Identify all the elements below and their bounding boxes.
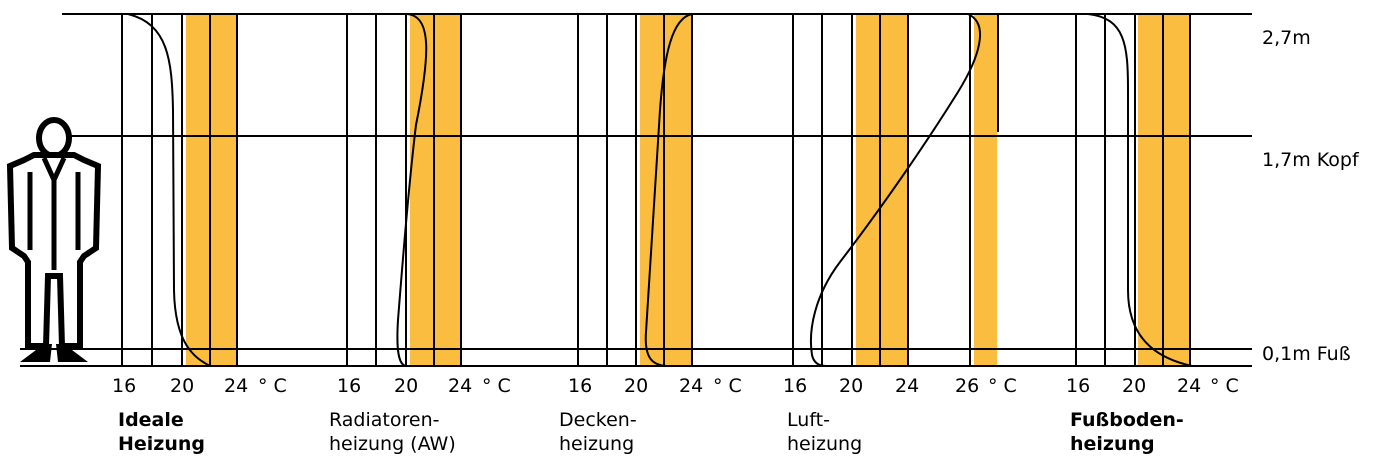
tick-label: 16	[1066, 375, 1090, 397]
comfort-band-ideal	[186, 14, 237, 366]
comfort-band-radiator	[410, 14, 461, 366]
unit-label: ° C	[1210, 375, 1239, 397]
caption-line: Ideale	[118, 409, 184, 431]
caption-line: Heizung	[118, 433, 206, 455]
tick-label: 24	[1177, 375, 1201, 397]
tick-label: 20	[394, 375, 418, 397]
height-label-head: 1,7m Kopf	[1262, 149, 1360, 171]
temperature-curves	[127, 13, 1193, 367]
tick-label: 16	[337, 375, 361, 397]
tick-label: 24	[224, 375, 248, 397]
caption-air-heating: Luft- heizung	[787, 408, 862, 456]
curve-ceiling	[644, 13, 693, 367]
curve-radiator	[396, 13, 428, 367]
unit-label: ° C	[988, 375, 1017, 397]
unit-label: ° C	[258, 375, 287, 397]
tick-label: 24	[895, 375, 919, 397]
height-label-top: 2,7m	[1262, 27, 1311, 49]
caption-line: Fußboden-	[1070, 409, 1184, 431]
unit-label: ° C	[713, 375, 742, 397]
caption-line: heizung (AW)	[329, 433, 456, 455]
tick-label: 24	[679, 375, 703, 397]
tick-label: 16	[112, 375, 136, 397]
caption-line: Decken-	[559, 409, 637, 431]
caption-line: Luft-	[787, 409, 830, 431]
caption-line: heizung	[787, 433, 863, 455]
curve-ideal	[127, 13, 211, 367]
height-label-foot: 0,1m Fuß	[1262, 343, 1351, 365]
caption-floor-heating: Fußboden- heizung	[1070, 408, 1184, 456]
standing-person-icon	[6, 117, 102, 362]
tick-label: 20	[1122, 375, 1146, 397]
unit-label: ° C	[482, 375, 511, 397]
tick-label: 16	[783, 375, 807, 397]
curve-floor	[1087, 13, 1193, 367]
tick-labels: 16 20 24 ° C 16 20 24 ° C 16 20 24 ° C 1…	[112, 375, 1239, 397]
comfort-band-air-2	[974, 14, 997, 366]
caption-line: heizung	[559, 433, 635, 455]
comfort-bands	[186, 14, 1189, 366]
caption-line: Radiatoren-	[329, 409, 440, 431]
caption-line: heizung	[1070, 433, 1155, 455]
tick-label: 24	[448, 375, 472, 397]
comfort-band-air-1	[856, 14, 907, 366]
tick-label: 16	[568, 375, 592, 397]
height-lines	[20, 13, 1252, 367]
temperature-gridlines	[121, 14, 1191, 366]
caption-ideal-heating: Ideale Heizung	[118, 408, 205, 456]
caption-ceiling-heating: Decken- heizung	[559, 408, 637, 456]
curve-air	[809, 13, 982, 367]
tick-label: 20	[839, 375, 863, 397]
tick-label: 20	[624, 375, 648, 397]
tick-label: 26	[955, 375, 979, 397]
tick-label: 20	[170, 375, 194, 397]
caption-radiator-heating: Radiatoren- heizung (AW)	[329, 408, 456, 456]
